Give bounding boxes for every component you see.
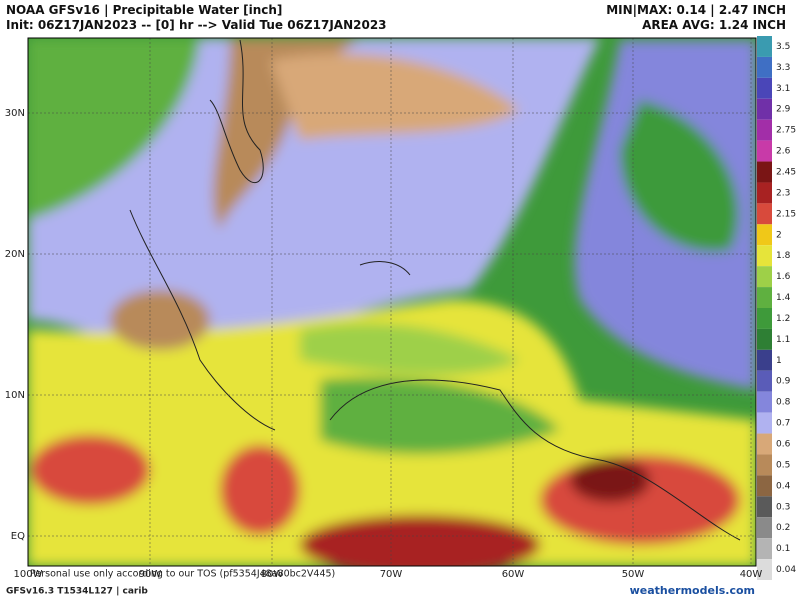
colorbar-label: 2.3: [776, 188, 790, 198]
init-time: Init: 06Z17JAN2023 -- [0] hr --> Valid T…: [6, 18, 387, 32]
colorbar-label: 3.1: [776, 84, 790, 94]
colorbar-swatch: [757, 538, 772, 560]
colorbar-label: 2.6: [776, 147, 791, 157]
colorbar-label: 1.6: [776, 272, 791, 282]
colorbar-label: 1.2: [776, 314, 790, 324]
lon-label: 70W: [380, 569, 403, 580]
colorbar-label: 0.7: [776, 419, 790, 429]
colorbar-swatch: [757, 98, 772, 120]
colorbar-label: 3.3: [776, 63, 790, 73]
colorbar-label: 1.8: [776, 251, 791, 261]
colorbar-label: 3.5: [776, 42, 790, 52]
colorbar-swatch: [757, 517, 772, 539]
colorbar-swatch: [757, 559, 772, 580]
colorbar-swatch: [757, 77, 772, 99]
lon-label: 100W: [14, 569, 43, 580]
lat-label: EQ: [11, 531, 25, 542]
colorbar-swatch: [757, 36, 772, 57]
colorbar-label: 2.9: [776, 105, 791, 115]
colorbar-swatch: [757, 119, 772, 141]
colorbar-label: 0.1: [776, 544, 790, 554]
colorbar-swatch: [757, 161, 772, 183]
colorbar-label: 0.04: [776, 565, 796, 575]
colorbar-label: 0.3: [776, 502, 790, 512]
colorbar-swatch: [757, 308, 772, 329]
colorbar-label: 1.4: [776, 293, 791, 303]
lon-label: 80W: [261, 569, 284, 580]
colorbar-label: 2.15: [776, 209, 796, 219]
lat-label: 10N: [5, 390, 25, 401]
colorbar-swatch: [757, 391, 772, 413]
colorbar-label: 0.2: [776, 523, 790, 533]
colorbar-swatch: [757, 224, 772, 246]
map-frame: [27, 37, 757, 567]
lat-label: 20N: [5, 249, 25, 260]
lon-label: 60W: [502, 569, 525, 580]
colorbar-swatch: [757, 287, 772, 308]
colorbar-label: 2: [776, 230, 782, 240]
colorbar-swatch: [757, 475, 772, 497]
colorbar-label: 2.75: [776, 126, 796, 136]
colorbar-swatch: [757, 349, 772, 371]
colorbar-swatch: [757, 370, 772, 392]
lat-label: 30N: [5, 108, 25, 119]
colorbar-swatch: [757, 140, 772, 162]
colorbar-swatch: [757, 245, 772, 267]
colorbar-swatch: [757, 433, 772, 455]
colorbar-swatch: [757, 182, 772, 204]
colorbar-swatch: [757, 412, 772, 434]
colorbar-swatch: [757, 328, 772, 350]
colorbar-label: 2.45: [776, 168, 796, 178]
colorbar-label: 0.5: [776, 460, 790, 470]
title: NOAA GFSv16 | Precipitable Water [inch]: [6, 3, 283, 17]
min-max: MIN|MAX: 0.14 | 2.47 INCH: [606, 3, 786, 17]
lon-label: 90W: [139, 569, 162, 580]
footer-left: GFSv16.3 T1534L127 | carib: [6, 587, 148, 597]
map-field: [28, 38, 756, 566]
area-avg: AREA AVG: 1.24 INCH: [642, 18, 786, 32]
colorbar-label: 0.8: [776, 398, 791, 408]
colorbar-label: 1: [776, 356, 782, 366]
colorbar-swatch: [757, 266, 772, 288]
colorbar-label: 1.1: [776, 335, 790, 345]
colorbar-swatch: [757, 454, 772, 476]
disclaimer: Personal use only according to our TOS (…: [30, 569, 335, 580]
footer-right: weathermodels.com: [630, 584, 755, 597]
lon-label: 40W: [740, 569, 763, 580]
colorbar-label: 0.6: [776, 440, 791, 450]
colorbar-label: 0.4: [776, 481, 791, 491]
colorbar-swatch: [757, 56, 772, 78]
lon-label: 50W: [622, 569, 645, 580]
colorbar-swatch: [757, 496, 772, 518]
colorbar-label: 0.9: [776, 377, 791, 387]
colorbar-swatch: [757, 203, 772, 225]
